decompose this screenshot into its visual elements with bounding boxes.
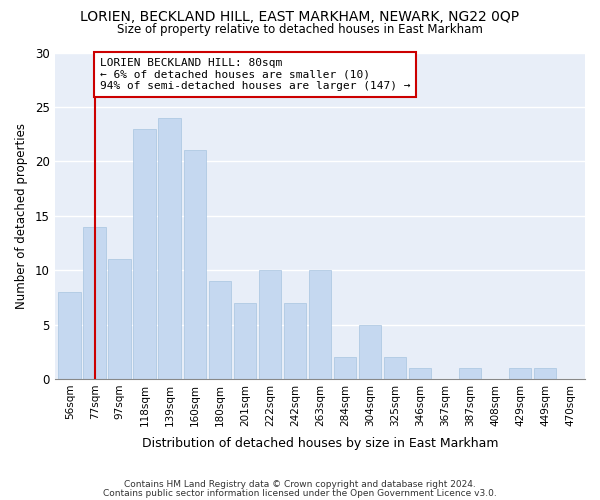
Y-axis label: Number of detached properties: Number of detached properties	[15, 122, 28, 308]
Bar	[233, 302, 256, 379]
Bar	[109, 259, 131, 379]
Bar	[458, 368, 481, 379]
Text: LORIEN BECKLAND HILL: 80sqm
← 6% of detached houses are smaller (10)
94% of semi: LORIEN BECKLAND HILL: 80sqm ← 6% of deta…	[100, 58, 410, 91]
Bar	[133, 128, 156, 379]
Bar	[209, 281, 231, 379]
X-axis label: Distribution of detached houses by size in East Markham: Distribution of detached houses by size …	[142, 437, 498, 450]
Bar	[509, 368, 531, 379]
Bar	[158, 118, 181, 379]
Bar	[83, 226, 106, 379]
Bar	[308, 270, 331, 379]
Text: Size of property relative to detached houses in East Markham: Size of property relative to detached ho…	[117, 22, 483, 36]
Text: Contains public sector information licensed under the Open Government Licence v3: Contains public sector information licen…	[103, 488, 497, 498]
Bar	[534, 368, 556, 379]
Bar	[184, 150, 206, 379]
Bar	[409, 368, 431, 379]
Bar	[259, 270, 281, 379]
Text: Contains HM Land Registry data © Crown copyright and database right 2024.: Contains HM Land Registry data © Crown c…	[124, 480, 476, 489]
Bar	[334, 357, 356, 379]
Bar	[58, 292, 81, 379]
Bar	[383, 357, 406, 379]
Text: LORIEN, BECKLAND HILL, EAST MARKHAM, NEWARK, NG22 0QP: LORIEN, BECKLAND HILL, EAST MARKHAM, NEW…	[80, 10, 520, 24]
Bar	[359, 324, 381, 379]
Bar	[284, 302, 306, 379]
